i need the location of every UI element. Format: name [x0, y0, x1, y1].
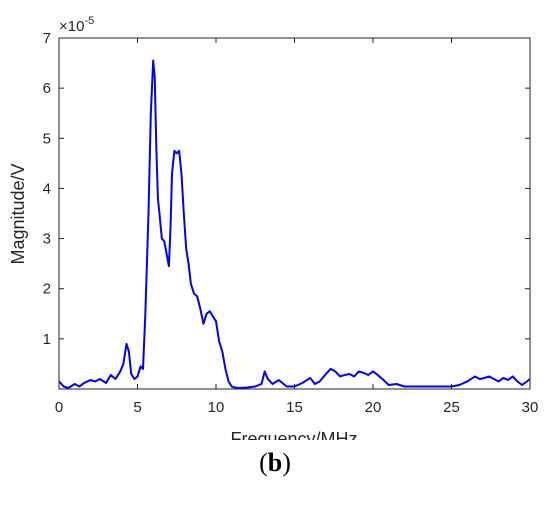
y-exponent-label: ×10-5: [59, 15, 94, 35]
x-tick-label: 30: [522, 399, 539, 416]
x-tick-label: 5: [133, 399, 141, 416]
x-tick-label: 20: [365, 399, 382, 416]
y-tick-label: 2: [43, 281, 51, 298]
y-exponent-text: -5: [84, 15, 94, 27]
x-tick-label: 10: [208, 399, 225, 416]
x-axis-title: Frequency/MHz: [230, 429, 357, 440]
y-tick-label: 6: [43, 80, 51, 97]
y-tick-label: 5: [43, 130, 51, 147]
figure-caption: (b): [0, 448, 550, 478]
tick-labels-group: 0 5 10 15 20 25 30 1 2 3 4 5 6 7: [43, 30, 539, 416]
series-line: [58, 59, 531, 389]
y-tick-label: 7: [43, 30, 51, 47]
y-tick-label: 3: [43, 231, 51, 248]
y-tick-label: 1: [43, 331, 51, 348]
caption-open: (: [259, 448, 268, 477]
y-multiplier-text: ×10: [59, 18, 84, 35]
caption-close: ): [282, 448, 291, 477]
x-tick-label: 0: [55, 399, 63, 416]
x-tick-label: 25: [443, 399, 460, 416]
x-tick-label: 15: [286, 399, 303, 416]
plot-area: [58, 37, 531, 390]
y-axis-title: Magnitude/V: [8, 163, 28, 264]
caption-letter: b: [267, 448, 283, 477]
ticks-group: [58, 37, 531, 389]
y-tick-label: 4: [43, 180, 51, 197]
